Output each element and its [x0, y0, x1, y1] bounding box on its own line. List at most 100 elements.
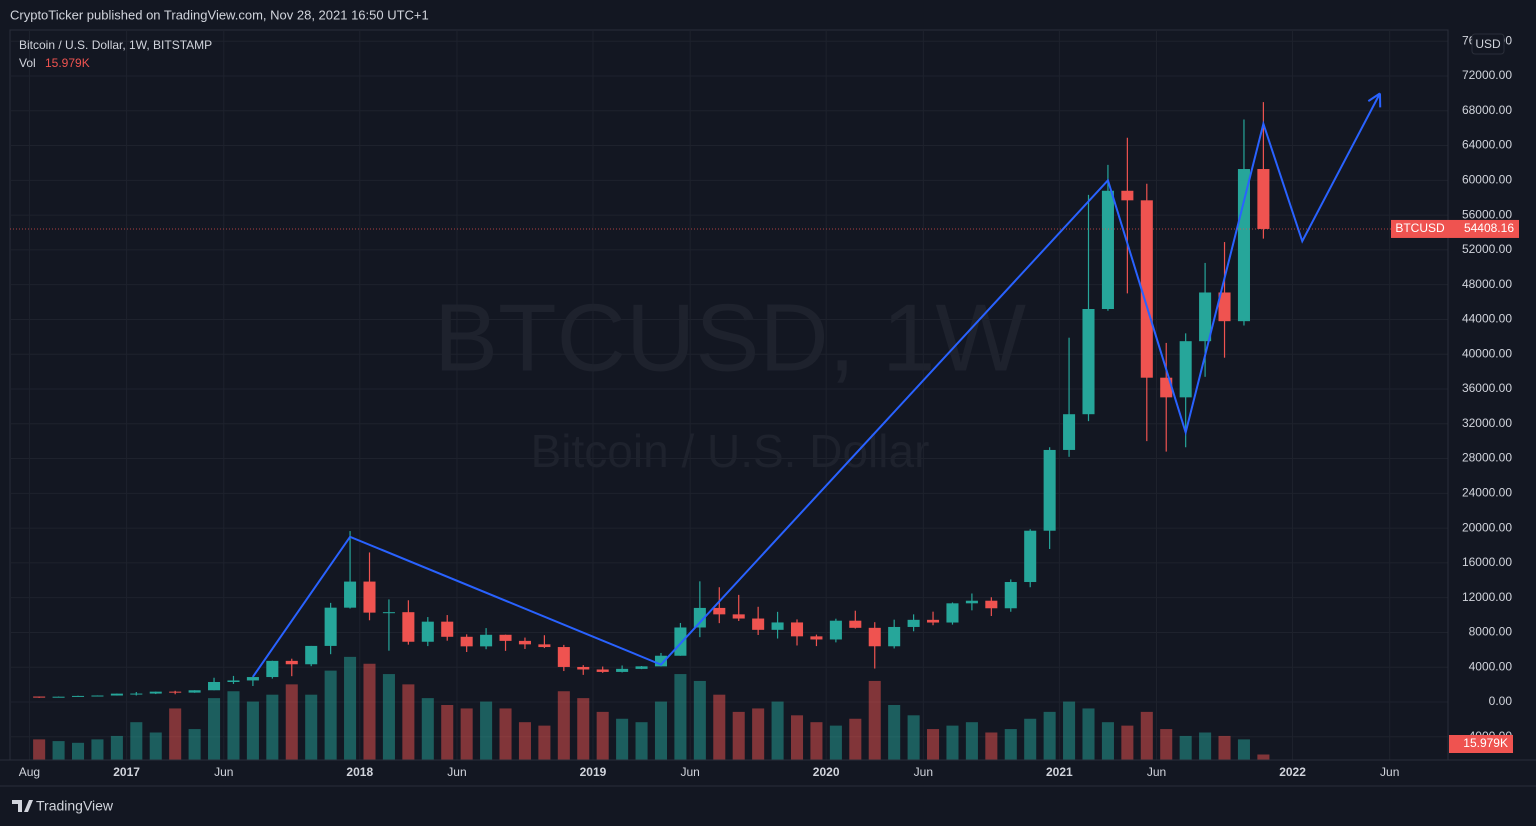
candle-body — [344, 581, 357, 608]
candle-body — [1257, 169, 1270, 229]
volume-bar — [1004, 729, 1017, 760]
watermark: BTCUSD, 1W — [434, 284, 1026, 391]
volume-bar — [324, 670, 337, 760]
volume-bar — [305, 694, 318, 760]
candle-body — [752, 618, 765, 630]
candle-body — [71, 695, 85, 697]
volume-bar — [1218, 735, 1231, 760]
y-tick-label: 44000.00 — [1462, 312, 1512, 326]
volume-bar — [1063, 701, 1076, 760]
candle-body — [518, 640, 531, 645]
volume-bar — [363, 663, 376, 760]
candle-body — [499, 634, 512, 641]
volume-bar — [713, 694, 726, 760]
candle-body — [305, 645, 318, 665]
grid — [10, 30, 1448, 760]
y-tick-label: 52000.00 — [1462, 242, 1512, 256]
volume-bar — [577, 698, 590, 760]
volume-bar — [1179, 735, 1192, 760]
candle-body — [460, 636, 473, 647]
currency-label[interactable]: USD — [1475, 37, 1501, 51]
volume-bar — [518, 722, 531, 760]
brand-logo — [12, 800, 33, 812]
candle-body — [1218, 292, 1231, 322]
volume-bar — [499, 708, 512, 760]
plot-area — [9, 29, 1449, 761]
volume-bar — [130, 722, 143, 760]
volume-axis-label: 15.979K — [1463, 736, 1508, 750]
candle-body — [441, 621, 454, 637]
y-tick-label: 48000.00 — [1462, 277, 1512, 291]
candle-body — [324, 607, 337, 646]
y-tick-label: 72000.00 — [1462, 68, 1512, 82]
y-tick-label: 28000.00 — [1462, 451, 1512, 465]
volume-bar — [110, 735, 123, 760]
volume-bar — [965, 722, 978, 760]
volume-bar — [149, 732, 162, 760]
volume-legend-value: 15.979K — [45, 56, 90, 70]
volume-bar — [1024, 718, 1037, 760]
candle-body — [538, 644, 551, 648]
volume-bar — [810, 722, 823, 760]
y-tick-label: 4000.00 — [1469, 659, 1513, 673]
volume-badge — [1449, 735, 1513, 753]
candle-body — [1160, 377, 1173, 398]
candle-body — [130, 693, 143, 695]
volume-bar — [1082, 708, 1095, 760]
volume-bar — [285, 684, 298, 760]
volume-bar — [635, 722, 648, 760]
candle-body — [674, 627, 687, 656]
candle-body — [480, 634, 493, 647]
volume-bar — [1199, 732, 1212, 760]
candle-body — [1121, 190, 1134, 201]
volume-bar — [674, 674, 687, 760]
volume-bar — [557, 691, 570, 760]
brand-text: TradingView — [36, 798, 114, 814]
x-tick-label: 2021 — [1046, 765, 1073, 779]
candle-body — [246, 677, 259, 681]
candle-body — [169, 691, 182, 693]
candle-body — [732, 614, 745, 619]
candle-body — [1237, 169, 1250, 322]
volume-bar — [732, 711, 745, 760]
volume-bar — [441, 705, 454, 760]
symbol-label: Bitcoin / U.S. Dollar, 1W, BITSTAMP — [19, 38, 212, 52]
volume-bar — [985, 732, 998, 760]
volume-bar — [227, 691, 240, 760]
volume-bar — [596, 711, 609, 760]
y-tick-label: 64000.00 — [1462, 138, 1512, 152]
candle-body — [635, 666, 648, 669]
candle-body — [110, 693, 123, 696]
x-tick-label: Jun — [680, 765, 699, 779]
candle-body — [382, 612, 395, 614]
volume-bar — [1257, 754, 1270, 760]
volume-bar — [771, 701, 784, 760]
volume-bar — [1140, 711, 1153, 760]
x-tick-label: Jun — [214, 765, 233, 779]
last-price-badge — [1449, 219, 1519, 238]
volume-bar — [421, 698, 434, 760]
volume-bar — [208, 698, 221, 760]
volume-bar — [888, 705, 901, 760]
x-tick-label: 2019 — [580, 765, 607, 779]
volume-bar — [752, 708, 765, 760]
annotation-arrowhead — [1367, 92, 1381, 102]
currency-box[interactable] — [1471, 33, 1505, 55]
volume-bar — [790, 715, 804, 760]
y-tick-label: 0.00 — [1489, 694, 1513, 708]
x-tick-label: Jun — [1147, 765, 1166, 779]
candle-layer — [33, 102, 1270, 698]
axes-layer: -4000.000.004000.008000.0012000.0016000.… — [0, 30, 1536, 779]
candle-body — [1140, 200, 1153, 378]
last-price-label: 54408.16 — [1464, 221, 1514, 235]
volume-bar — [169, 708, 182, 760]
candle-body — [985, 600, 998, 609]
y-tick-label: 24000.00 — [1462, 486, 1512, 500]
candle-body — [285, 660, 298, 665]
volume-bar — [188, 729, 201, 760]
volume-bar — [849, 718, 862, 760]
volume-bar — [246, 701, 259, 760]
x-tick-label: 2022 — [1279, 765, 1306, 779]
candle-body — [1024, 530, 1037, 583]
